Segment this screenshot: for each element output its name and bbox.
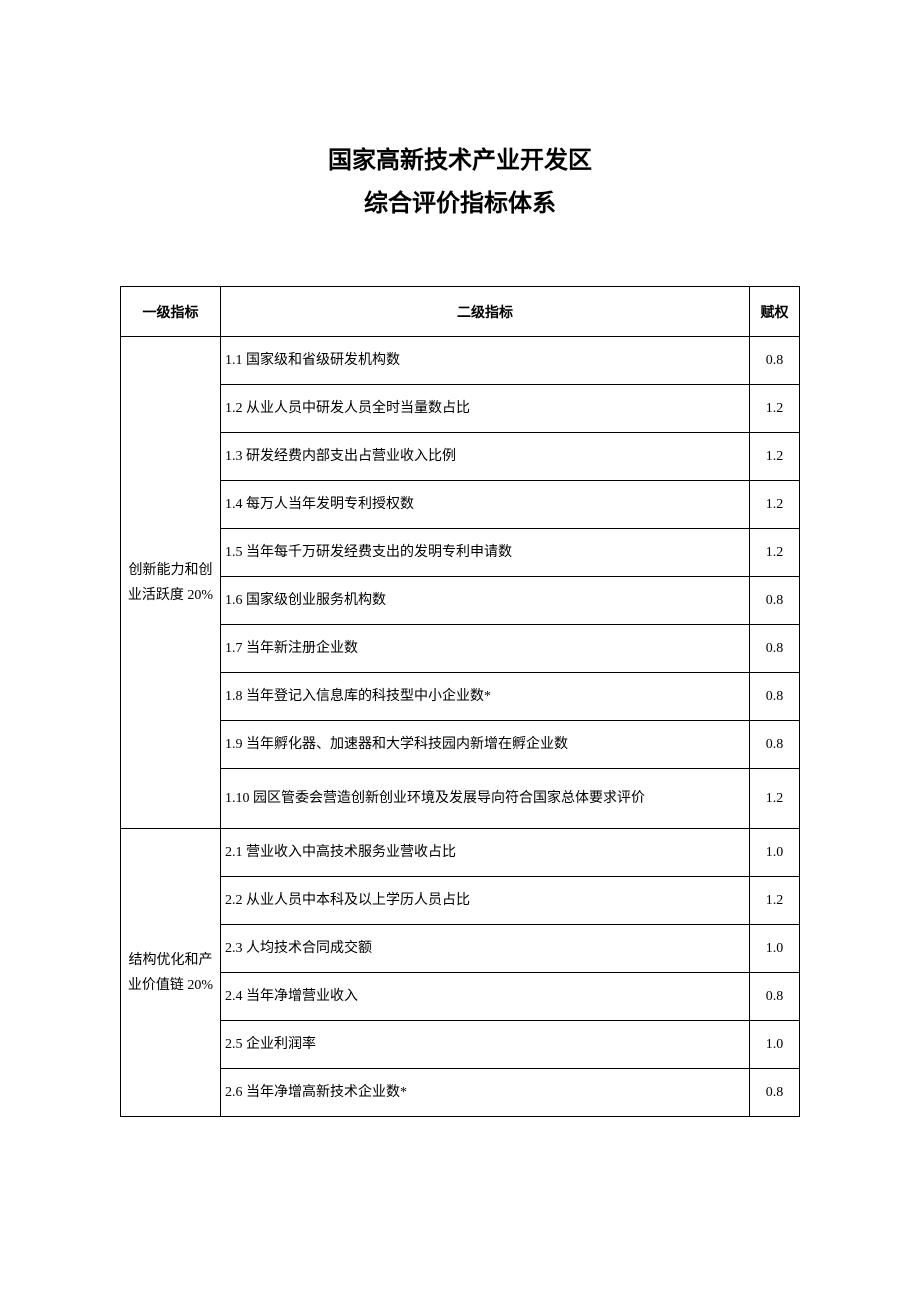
weight-value: 1.2 [750, 433, 800, 481]
table-row: 创新能力和创业活跃度 20% 1.1 国家级和省级研发机构数 0.8 [121, 337, 800, 385]
title-line-2: 综合评价指标体系 [120, 183, 800, 226]
weight-value: 1.0 [750, 925, 800, 973]
level1-category: 结构优化和产业价值链 20% [121, 829, 221, 1117]
level2-indicator: 1.8 当年登记入信息库的科技型中小企业数* [221, 673, 750, 721]
weight-value: 1.2 [750, 529, 800, 577]
level2-indicator: 2.2 从业人员中本科及以上学历人员占比 [221, 877, 750, 925]
table-row: 1.6 国家级创业服务机构数 0.8 [121, 577, 800, 625]
weight-value: 0.8 [750, 721, 800, 769]
level2-indicator: 1.1 国家级和省级研发机构数 [221, 337, 750, 385]
level2-indicator: 2.1 营业收入中高技术服务业营收占比 [221, 829, 750, 877]
level2-indicator: 1.4 每万人当年发明专利授权数 [221, 481, 750, 529]
header-weight: 赋权 [750, 287, 800, 337]
weight-value: 0.8 [750, 625, 800, 673]
weight-value: 0.8 [750, 577, 800, 625]
weight-value: 1.0 [750, 829, 800, 877]
level2-indicator: 1.9 当年孵化器、加速器和大学科技园内新增在孵企业数 [221, 721, 750, 769]
level2-indicator: 1.10 园区管委会营造创新创业环境及发展导向符合国家总体要求评价 [221, 769, 750, 829]
table-header-row: 一级指标 二级指标 赋权 [121, 287, 800, 337]
table-row: 1.5 当年每千万研发经费支出的发明专利申请数 1.2 [121, 529, 800, 577]
evaluation-index-table: 一级指标 二级指标 赋权 创新能力和创业活跃度 20% 1.1 国家级和省级研发… [120, 286, 800, 1117]
level2-indicator: 1.2 从业人员中研发人员全时当量数占比 [221, 385, 750, 433]
table-row: 结构优化和产业价值链 20% 2.1 营业收入中高技术服务业营收占比 1.0 [121, 829, 800, 877]
weight-value: 0.8 [750, 973, 800, 1021]
table-row: 1.3 研发经费内部支出占营业收入比例 1.2 [121, 433, 800, 481]
table-row: 2.5 企业利润率 1.0 [121, 1021, 800, 1069]
weight-value: 1.2 [750, 769, 800, 829]
level1-category: 创新能力和创业活跃度 20% [121, 337, 221, 829]
weight-value: 1.2 [750, 385, 800, 433]
table-row: 2.4 当年净增营业收入 0.8 [121, 973, 800, 1021]
weight-value: 0.8 [750, 337, 800, 385]
header-level1: 一级指标 [121, 287, 221, 337]
weight-value: 1.2 [750, 481, 800, 529]
level2-indicator: 1.5 当年每千万研发经费支出的发明专利申请数 [221, 529, 750, 577]
title-line-1: 国家高新技术产业开发区 [120, 140, 800, 183]
table-row: 1.9 当年孵化器、加速器和大学科技园内新增在孵企业数 0.8 [121, 721, 800, 769]
level2-indicator: 2.6 当年净增高新技术企业数* [221, 1069, 750, 1117]
level2-indicator: 1.6 国家级创业服务机构数 [221, 577, 750, 625]
weight-value: 1.2 [750, 877, 800, 925]
weight-value: 1.0 [750, 1021, 800, 1069]
table-row: 1.8 当年登记入信息库的科技型中小企业数* 0.8 [121, 673, 800, 721]
table-row: 2.2 从业人员中本科及以上学历人员占比 1.2 [121, 877, 800, 925]
level2-indicator: 2.5 企业利润率 [221, 1021, 750, 1069]
table-row: 1.4 每万人当年发明专利授权数 1.2 [121, 481, 800, 529]
header-level2: 二级指标 [221, 287, 750, 337]
table-row: 2.6 当年净增高新技术企业数* 0.8 [121, 1069, 800, 1117]
level2-indicator: 2.4 当年净增营业收入 [221, 973, 750, 1021]
level2-indicator: 2.3 人均技术合同成交额 [221, 925, 750, 973]
weight-value: 0.8 [750, 1069, 800, 1117]
table-row: 1.10 园区管委会营造创新创业环境及发展导向符合国家总体要求评价 1.2 [121, 769, 800, 829]
document-title: 国家高新技术产业开发区 综合评价指标体系 [120, 140, 800, 226]
table-row: 2.3 人均技术合同成交额 1.0 [121, 925, 800, 973]
level2-indicator: 1.3 研发经费内部支出占营业收入比例 [221, 433, 750, 481]
table-row: 1.7 当年新注册企业数 0.8 [121, 625, 800, 673]
level2-indicator: 1.7 当年新注册企业数 [221, 625, 750, 673]
weight-value: 0.8 [750, 673, 800, 721]
table-row: 1.2 从业人员中研发人员全时当量数占比 1.2 [121, 385, 800, 433]
